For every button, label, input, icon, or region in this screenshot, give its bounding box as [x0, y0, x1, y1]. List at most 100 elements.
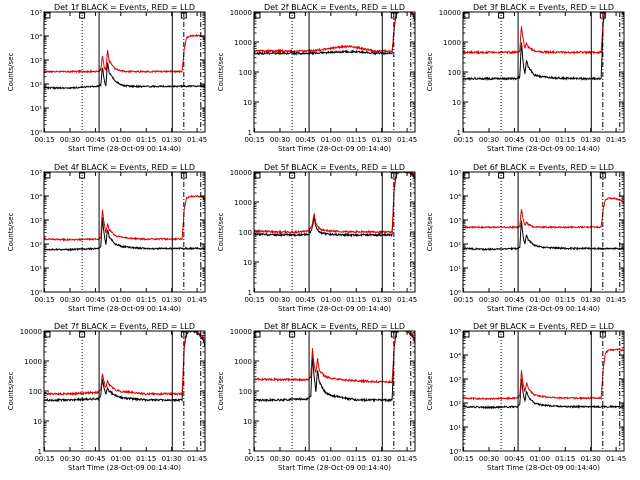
x-tick-label: 00:15	[34, 455, 54, 463]
y-axis-label: Counts/sec	[426, 53, 434, 92]
panel-det-1: Det 1f BLACK = Events, RED = LLD 00:15 00:…	[7, 3, 207, 153]
x-axis-label: Start Time (28-Oct-09 00:14:40)	[68, 305, 181, 313]
y-tick-label: 10	[243, 418, 252, 426]
y-tick-label: 10⁰	[30, 129, 42, 137]
x-tick-label: 00:30	[270, 136, 290, 144]
x-tick-label: 00:15	[244, 296, 264, 304]
x-tick-label: 00:30	[60, 455, 80, 463]
x-tick-label: 01:15	[555, 455, 575, 463]
x-axis-label: Start Time (28-Oct-09 00:14:40)	[68, 145, 181, 153]
x-axis-label: Start Time (28-Oct-09 00:14:40)	[68, 464, 181, 472]
x-axis-label: Start Time (28-Oct-09 00:14:40)	[487, 464, 600, 472]
x-tick-label: 00:30	[60, 296, 80, 304]
y-tick-label: 10⁵	[449, 169, 461, 177]
x-tick-label: 01:00	[111, 296, 131, 304]
panel-det-8: Det 8f BLACK = Events, RED = LLD 00:15 00:…	[217, 322, 417, 472]
x-tick-label: 01:45	[187, 296, 207, 304]
series-line-events	[463, 220, 624, 252]
marker-square	[498, 12, 505, 19]
x-tick-label: 00:30	[479, 455, 499, 463]
y-tick-label: 10¹	[449, 424, 461, 432]
y-tick-label: 10⁵	[449, 328, 461, 336]
series-line-events	[254, 172, 415, 238]
marker-square	[599, 331, 606, 338]
x-tick-label: 01:30	[581, 136, 601, 144]
x-tick-label: 01:00	[530, 296, 550, 304]
x-tick-label: 01:00	[321, 455, 341, 463]
y-tick-label: 1000	[24, 358, 42, 366]
x-tick-label: 01:30	[162, 455, 182, 463]
x-tick-label: 01:30	[162, 136, 182, 144]
plot-frame	[253, 330, 416, 452]
x-tick-label: 01:15	[346, 296, 366, 304]
y-axis-label: Counts/sec	[7, 53, 15, 92]
y-axis-label: Counts/sec	[217, 372, 225, 411]
panel-det-7: Det 7f BLACK = Events, RED = LLD 00:15 00:…	[7, 322, 207, 472]
x-tick-label: 01:30	[581, 455, 601, 463]
x-tick-label: 01:00	[321, 136, 341, 144]
marker-square	[79, 331, 86, 338]
marker-square	[180, 172, 187, 179]
x-tick-label: 01:30	[581, 296, 601, 304]
x-tick-label: 00:45	[504, 455, 524, 463]
y-tick-label: 100	[239, 388, 252, 396]
x-tick-label: 00:15	[453, 296, 473, 304]
x-axis-label: Start Time (28-Oct-09 00:14:40)	[278, 305, 391, 313]
x-tick-label: 01:00	[530, 455, 550, 463]
x-tick-label: 00:30	[270, 296, 290, 304]
plot-frame	[462, 330, 625, 452]
x-tick-label: 01:15	[136, 296, 156, 304]
marker-square	[180, 12, 187, 19]
x-tick-label: 01:15	[346, 136, 366, 144]
y-tick-label: 10	[243, 99, 252, 107]
y-tick-label: 10²	[449, 241, 461, 249]
x-tick-label: 01:45	[397, 455, 417, 463]
series-line-events	[254, 12, 415, 56]
x-tick-label: 00:45	[504, 136, 524, 144]
panel-det-2: Det 2f BLACK = Events, RED = LLD 00:15 00:…	[217, 3, 417, 153]
series-line-lld	[254, 12, 415, 54]
y-tick-label: 100	[29, 388, 42, 396]
x-tick-label: 00:45	[295, 296, 315, 304]
x-tick-label: 01:15	[555, 296, 575, 304]
panel-title: Det 5f BLACK = Events, RED = LLD	[264, 163, 405, 172]
x-tick-label: 01:15	[555, 136, 575, 144]
series-line-events	[463, 12, 624, 82]
series-line-events	[463, 378, 624, 410]
series-line-lld	[254, 331, 415, 384]
marker-square	[79, 12, 86, 19]
x-tick-label: 01:45	[606, 455, 626, 463]
y-tick-label: 100	[239, 69, 252, 77]
x-tick-label: 00:45	[85, 136, 105, 144]
y-tick-label: 1000	[443, 39, 461, 47]
series-line-lld	[44, 194, 205, 242]
series-line-events	[254, 331, 415, 403]
x-tick-label: 00:30	[270, 455, 290, 463]
series-line-lld	[463, 348, 624, 401]
x-tick-label: 01:45	[397, 136, 417, 144]
plot-frame	[462, 171, 625, 293]
x-tick-label: 01:30	[372, 296, 392, 304]
y-tick-label: 1	[248, 129, 252, 137]
x-tick-label: 01:30	[162, 296, 182, 304]
x-tick-label: 01:15	[136, 136, 156, 144]
marker-square	[289, 12, 296, 19]
panel-title: Det 2f BLACK = Events, RED = LLD	[264, 3, 405, 12]
y-tick-label: 10³	[30, 57, 42, 65]
x-tick-label: 00:30	[479, 296, 499, 304]
x-tick-label: 01:00	[111, 136, 131, 144]
series-line-lld	[44, 33, 205, 74]
y-tick-label: 10⁰	[449, 289, 461, 297]
x-tick-label: 00:15	[34, 136, 54, 144]
y-tick-label: 10⁵	[30, 9, 42, 17]
plot-frame	[43, 11, 206, 133]
y-tick-label: 100	[448, 69, 461, 77]
y-tick-label: 1000	[234, 199, 252, 207]
y-axis-label: Counts/sec	[217, 53, 225, 92]
y-tick-label: 10⁴	[449, 193, 461, 201]
y-tick-label: 10000	[230, 9, 252, 17]
y-axis-label: Counts/sec	[217, 213, 225, 252]
plot-frame	[253, 11, 416, 133]
series-line-lld	[463, 196, 624, 230]
